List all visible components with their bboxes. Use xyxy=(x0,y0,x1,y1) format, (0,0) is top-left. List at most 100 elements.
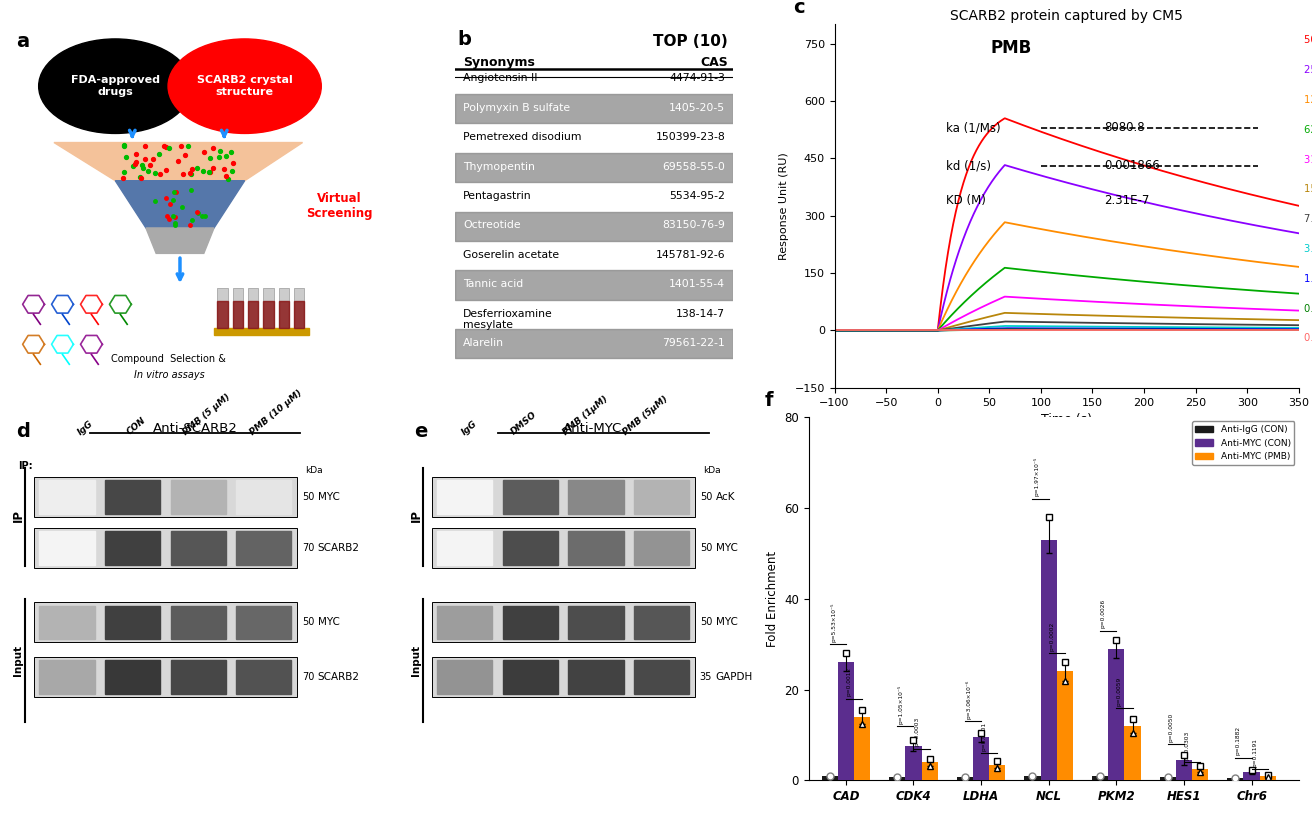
Text: Compound  Selection &: Compound Selection & xyxy=(110,354,228,363)
Line: 250.00 nM: 250.00 nM xyxy=(834,165,1299,331)
Bar xyxy=(502,660,558,693)
Text: FDA-approved
drugs: FDA-approved drugs xyxy=(71,76,160,97)
0.00 nM xyxy=(827,326,842,336)
0.00 nM xyxy=(1081,326,1097,336)
Ellipse shape xyxy=(168,39,321,133)
Bar xyxy=(634,531,689,565)
Text: 0.98 nM: 0.98 nM xyxy=(1304,303,1312,314)
1.95 nM xyxy=(1291,324,1307,334)
125.00 nM xyxy=(1081,233,1097,242)
125.00 nM xyxy=(971,250,987,259)
500.00 nM xyxy=(862,326,878,336)
Bar xyxy=(1056,672,1073,780)
7.81 nM xyxy=(1291,320,1307,330)
Text: DMSO: DMSO xyxy=(509,411,538,437)
1.95 nM xyxy=(1162,324,1178,333)
Text: TOP (10): TOP (10) xyxy=(653,34,728,49)
Text: 15.63 nM: 15.63 nM xyxy=(1304,185,1312,194)
0.98 nM xyxy=(862,326,878,336)
Bar xyxy=(105,480,160,514)
Text: 1401-55-4: 1401-55-4 xyxy=(669,279,726,289)
500.00 nM xyxy=(997,113,1013,123)
0.98 nM xyxy=(1291,325,1307,335)
Bar xyxy=(248,301,258,328)
250.00 nM xyxy=(1169,205,1185,215)
Text: CAS: CAS xyxy=(701,56,728,69)
Text: p=0.0026: p=0.0026 xyxy=(1101,599,1106,628)
Text: c: c xyxy=(792,0,804,17)
0.98 nM xyxy=(1039,324,1055,334)
Bar xyxy=(432,657,694,697)
7.81 nM xyxy=(862,326,878,336)
Bar xyxy=(568,660,623,693)
Text: Angiotensin II: Angiotensin II xyxy=(463,73,538,84)
15.63 nM xyxy=(827,326,842,336)
Bar xyxy=(432,477,694,517)
0.00 nM xyxy=(1291,326,1307,336)
Bar xyxy=(278,288,289,328)
Text: PMB (10 μM): PMB (10 μM) xyxy=(248,389,303,437)
Text: e: e xyxy=(415,423,428,441)
Bar xyxy=(1160,777,1176,780)
Bar xyxy=(294,301,304,328)
125.00 nM xyxy=(827,326,842,336)
Text: Thymopentin: Thymopentin xyxy=(463,162,535,172)
15.63 nM xyxy=(971,315,987,324)
Text: kd (1/s): kd (1/s) xyxy=(946,159,991,172)
125.00 nM xyxy=(1169,246,1185,256)
Bar xyxy=(634,480,689,514)
Line: 500.00 nM: 500.00 nM xyxy=(834,118,1299,331)
Text: p=0.1882: p=0.1882 xyxy=(1236,726,1241,755)
Bar xyxy=(105,606,160,639)
X-axis label: Time (s): Time (s) xyxy=(1042,413,1092,426)
Text: p=0.0002: p=0.0002 xyxy=(1050,622,1055,651)
Text: 1.95 nM: 1.95 nM xyxy=(1304,274,1312,284)
7.81 nM xyxy=(997,316,1013,326)
15.63 nM xyxy=(862,326,878,336)
Polygon shape xyxy=(115,180,244,228)
Text: 0.00 nM: 0.00 nM xyxy=(1304,333,1312,343)
Text: p=0.0003: p=0.0003 xyxy=(914,717,920,746)
Line: 7.81 nM: 7.81 nM xyxy=(834,321,1299,331)
Text: p=0.0001: p=0.0001 xyxy=(981,722,987,751)
250.00 nM xyxy=(1291,228,1307,238)
Bar xyxy=(105,660,160,693)
Title: SCARB2 protein captured by CM5: SCARB2 protein captured by CM5 xyxy=(950,9,1183,24)
7.81 nM xyxy=(1169,319,1185,328)
Text: PMB (1μM): PMB (1μM) xyxy=(562,394,610,437)
Line: 125.00 nM: 125.00 nM xyxy=(834,222,1299,331)
Text: p=1.05×10⁻⁵: p=1.05×10⁻⁵ xyxy=(897,685,904,724)
Text: 50: 50 xyxy=(699,543,712,553)
Bar xyxy=(1124,726,1140,780)
Text: 0.001866: 0.001866 xyxy=(1103,159,1160,172)
Text: Input: Input xyxy=(13,645,24,676)
Bar xyxy=(39,531,94,565)
Text: 35: 35 xyxy=(699,672,712,682)
Polygon shape xyxy=(146,228,214,254)
1.95 nM xyxy=(1039,324,1055,333)
125.00 nM xyxy=(1162,246,1178,255)
7.81 nM xyxy=(1162,319,1178,328)
62.50 nM xyxy=(1162,279,1178,289)
Text: Desferrioxamine
mesylate: Desferrioxamine mesylate xyxy=(463,309,552,330)
Bar xyxy=(264,288,274,328)
Line: 62.50 nM: 62.50 nM xyxy=(834,267,1299,331)
Text: Octreotide: Octreotide xyxy=(463,220,521,230)
Text: Pentagastrin: Pentagastrin xyxy=(463,191,531,201)
Text: 70: 70 xyxy=(302,543,315,553)
31.25 nM xyxy=(1081,297,1097,307)
0.98 nM xyxy=(1169,324,1185,334)
Text: 79561-22-1: 79561-22-1 xyxy=(663,338,726,348)
Text: f: f xyxy=(765,391,773,410)
Text: Anti-MYC: Anti-MYC xyxy=(563,423,623,436)
Text: IgG: IgG xyxy=(76,419,96,437)
Bar xyxy=(34,602,297,642)
Text: Alarelin: Alarelin xyxy=(463,338,504,348)
1.95 nM xyxy=(997,324,1013,333)
Text: Anti-SCARB2: Anti-SCARB2 xyxy=(152,423,237,436)
62.50 nM xyxy=(1169,280,1185,289)
1.95 nM xyxy=(1169,324,1185,333)
Bar xyxy=(838,663,854,780)
Bar xyxy=(974,737,989,780)
15.63 nM xyxy=(1291,315,1307,325)
